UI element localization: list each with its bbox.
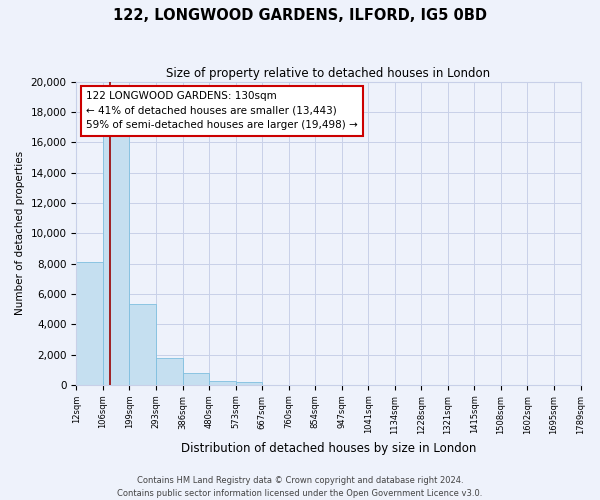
Bar [103,133,130,385]
Text: Contains HM Land Registry data © Crown copyright and database right 2024.
Contai: Contains HM Land Registry data © Crown c… [118,476,482,498]
Bar [182,374,209,385]
X-axis label: Distribution of detached houses by size in London: Distribution of detached houses by size … [181,442,476,455]
Bar [236,382,262,385]
Text: 122, LONGWOOD GARDENS, ILFORD, IG5 0BD: 122, LONGWOOD GARDENS, ILFORD, IG5 0BD [113,8,487,22]
Title: Size of property relative to detached houses in London: Size of property relative to detached ho… [166,68,491,80]
Bar [209,381,236,385]
Bar [76,262,103,385]
Bar [156,358,182,385]
Bar [130,304,156,385]
Text: 122 LONGWOOD GARDENS: 130sqm
← 41% of detached houses are smaller (13,443)
59% o: 122 LONGWOOD GARDENS: 130sqm ← 41% of de… [86,91,358,130]
Y-axis label: Number of detached properties: Number of detached properties [15,151,25,316]
